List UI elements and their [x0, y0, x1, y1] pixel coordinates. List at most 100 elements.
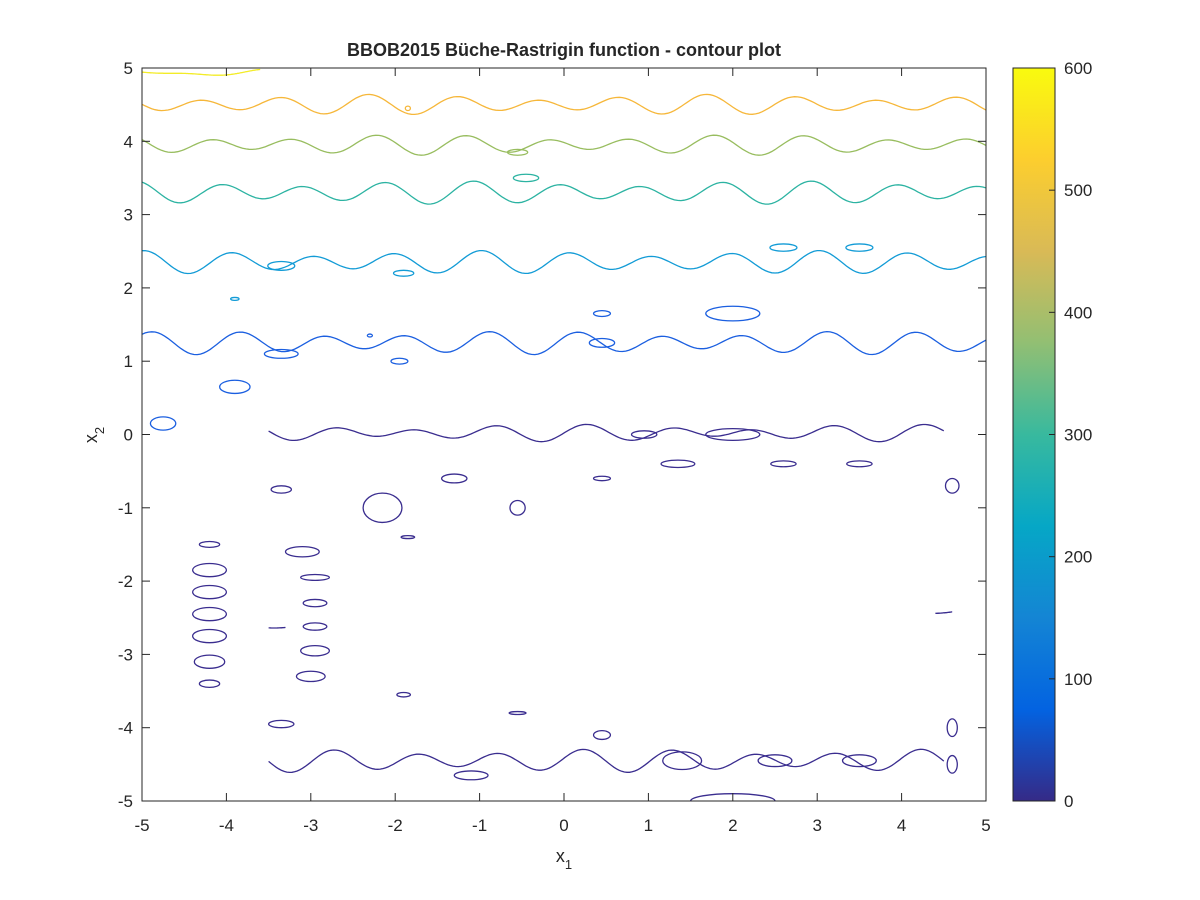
contour-island-50 [270, 485, 293, 494]
x-tick-label: -2 [388, 816, 403, 835]
x-tick-label: 2 [728, 816, 737, 835]
plot-area [142, 68, 986, 801]
contour-island-50 [592, 729, 612, 741]
contour-band-50 [268, 748, 945, 774]
contour-island-50 [284, 545, 320, 558]
y-tick-label: -3 [118, 645, 133, 664]
colorbar-tick-label: 0 [1064, 792, 1073, 811]
contour-island-150 [263, 348, 299, 359]
contour-island-50 [362, 492, 403, 524]
contour-island-150 [592, 309, 612, 318]
x-tick-label: 5 [981, 816, 990, 835]
contour-island-50 [946, 718, 958, 738]
colorbar-tick-label: 500 [1064, 181, 1092, 200]
contour-island-50 [440, 473, 468, 484]
colorbar-tick-label: 100 [1064, 670, 1092, 689]
x-tick-label: -1 [472, 816, 487, 835]
contour-island-250 [229, 296, 240, 302]
contour-band-250 [142, 249, 986, 275]
contour-island-50 [592, 475, 612, 482]
y-tick-label: -2 [118, 572, 133, 591]
x-tick-label: -3 [303, 816, 318, 835]
contour-island-50 [946, 754, 958, 774]
contour-island-150 [705, 305, 761, 322]
contour-island-50 [770, 460, 797, 468]
colorbar-tick-label: 300 [1064, 426, 1092, 445]
contour-island-50 [198, 540, 221, 549]
contour-band-600 [142, 68, 261, 76]
contour-island-50 [302, 622, 328, 631]
contour-island-250 [769, 243, 798, 252]
x-axis-ticks: -5 -4 -3 -2 -1 0 1 2 3 4 5 [134, 68, 991, 835]
x-axis-label-sub: 1 [565, 857, 572, 872]
contour-island-50 [630, 430, 658, 439]
contour-island-50 [508, 710, 527, 716]
contour-island-150 [218, 379, 251, 395]
y-tick-label: -4 [118, 719, 133, 738]
contour-island-50 [302, 598, 328, 608]
x-tick-label: 4 [897, 816, 906, 835]
contour-island-50 [400, 535, 416, 540]
y-tick-label: 2 [124, 279, 133, 298]
contour-island-250 [392, 269, 415, 277]
contour-island-50 [846, 460, 873, 468]
y-tick-label: 5 [124, 59, 133, 78]
contour-island-50 [660, 459, 696, 469]
contour-band-50 [268, 423, 945, 443]
contour-band-350 [142, 180, 986, 205]
contour-island-150 [390, 357, 409, 365]
contour-island-50 [295, 670, 326, 683]
contour-band-400 [142, 134, 986, 156]
contour-island-50 [191, 606, 228, 622]
contour-island-50 [705, 427, 761, 442]
contour-island-500 [404, 105, 412, 112]
colorbar [1012, 67, 1056, 802]
contour-island-50 [300, 644, 331, 657]
colorbar-tick-label: 200 [1064, 548, 1092, 567]
y-axis-label-base: x [81, 434, 101, 443]
contour-island-150 [588, 337, 616, 348]
contour-island-50 [191, 562, 228, 578]
contour-island-50 [662, 751, 703, 771]
y-tick-label: 4 [124, 132, 133, 151]
contour-island-50 [198, 679, 221, 689]
contour-island-50 [453, 770, 489, 781]
x-tick-label: -5 [134, 816, 149, 835]
contour-island-350 [512, 173, 540, 183]
contour-island-250 [845, 243, 874, 252]
y-axis-label-sub: 2 [92, 427, 107, 434]
contour-island-50 [509, 499, 526, 516]
contour-island-50 [944, 477, 960, 494]
y-axis-ticks: -5 -4 -3 -2 -1 0 1 2 3 4 5 [118, 59, 986, 811]
contour-band-50 [268, 626, 286, 629]
y-tick-label: 0 [124, 426, 133, 445]
x-tick-label: 3 [812, 816, 821, 835]
contour-island-50 [191, 584, 228, 600]
x-axis-label: x1 [556, 846, 572, 872]
y-tick-label: 1 [124, 352, 133, 371]
chart-title: BBOB2015 Büche-Rastrigin function - cont… [347, 40, 781, 60]
contour-island-50 [193, 654, 226, 669]
y-tick-label: -1 [118, 499, 133, 518]
contour-island-250 [267, 260, 296, 271]
contour-island-150 [149, 416, 177, 431]
y-tick-label: 3 [124, 206, 133, 225]
x-axis-label-base: x [556, 846, 565, 866]
x-tick-label: -4 [219, 816, 234, 835]
x-tick-label: 1 [644, 816, 653, 835]
y-axis-label: x2 [81, 427, 107, 443]
contour-island-400 [506, 148, 529, 156]
contour-island-50 [841, 754, 877, 768]
contour-band-50 [935, 611, 953, 614]
contour-island-50 [300, 573, 331, 582]
contour-island-50 [396, 691, 412, 698]
contour-island-50 [757, 754, 793, 768]
contour-island-50 [267, 719, 295, 729]
contour-band-150 [142, 330, 986, 356]
x-tick-label: 0 [559, 816, 568, 835]
contour-island-50 [191, 628, 228, 644]
colorbar-tick-label: 600 [1064, 59, 1092, 78]
y-tick-label: -5 [118, 792, 133, 811]
contour-band-500 [142, 93, 986, 116]
